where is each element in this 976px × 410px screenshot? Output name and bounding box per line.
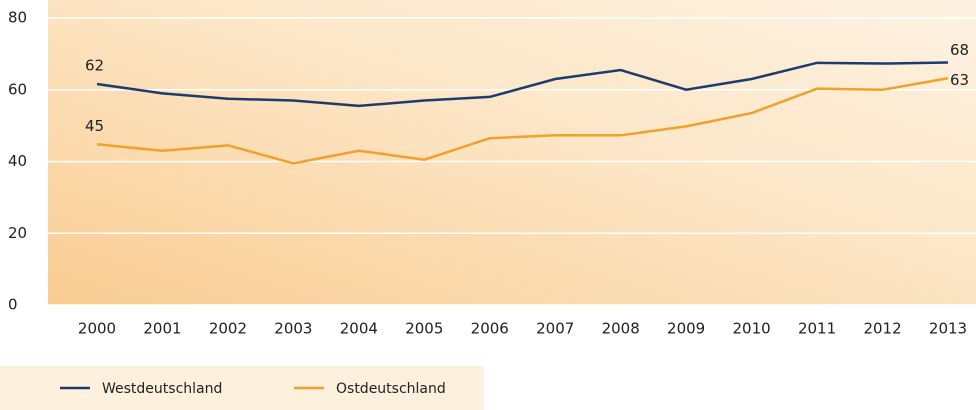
x-tick-label: 2006 xyxy=(471,320,509,338)
x-tick-label: 2000 xyxy=(78,320,116,338)
x-tick-label: 2005 xyxy=(405,320,443,338)
plot-area xyxy=(48,0,976,305)
x-tick-label: 2009 xyxy=(667,320,705,338)
x-tick-label: 2011 xyxy=(798,320,836,338)
y-tick-label: 0 xyxy=(8,296,18,314)
data-label: 62 xyxy=(85,57,104,75)
x-tick-label: 2003 xyxy=(274,320,312,338)
x-tick-label: 2004 xyxy=(340,320,378,338)
series-line xyxy=(96,61,949,108)
x-tick-label: 2002 xyxy=(209,320,247,338)
y-tick-label: 80 xyxy=(8,9,27,27)
x-tick-label: 2001 xyxy=(143,320,181,338)
y-tick-label: 40 xyxy=(8,152,27,170)
series-line xyxy=(96,77,949,165)
legend-label: Westdeutschland xyxy=(102,381,222,397)
y-tick-label: 20 xyxy=(8,224,27,242)
x-tick-label: 2010 xyxy=(733,320,771,338)
legend-label: Ostdeutschland xyxy=(336,381,446,397)
x-tick-label: 2007 xyxy=(536,320,574,338)
x-tick-label: 2008 xyxy=(602,320,640,338)
data-label: 63 xyxy=(950,71,969,89)
y-tick-label: 60 xyxy=(8,80,27,98)
data-label: 68 xyxy=(950,41,969,59)
x-tick-label: 2013 xyxy=(929,320,967,338)
x-tick-label: 2012 xyxy=(863,320,901,338)
data-label: 45 xyxy=(85,117,104,135)
